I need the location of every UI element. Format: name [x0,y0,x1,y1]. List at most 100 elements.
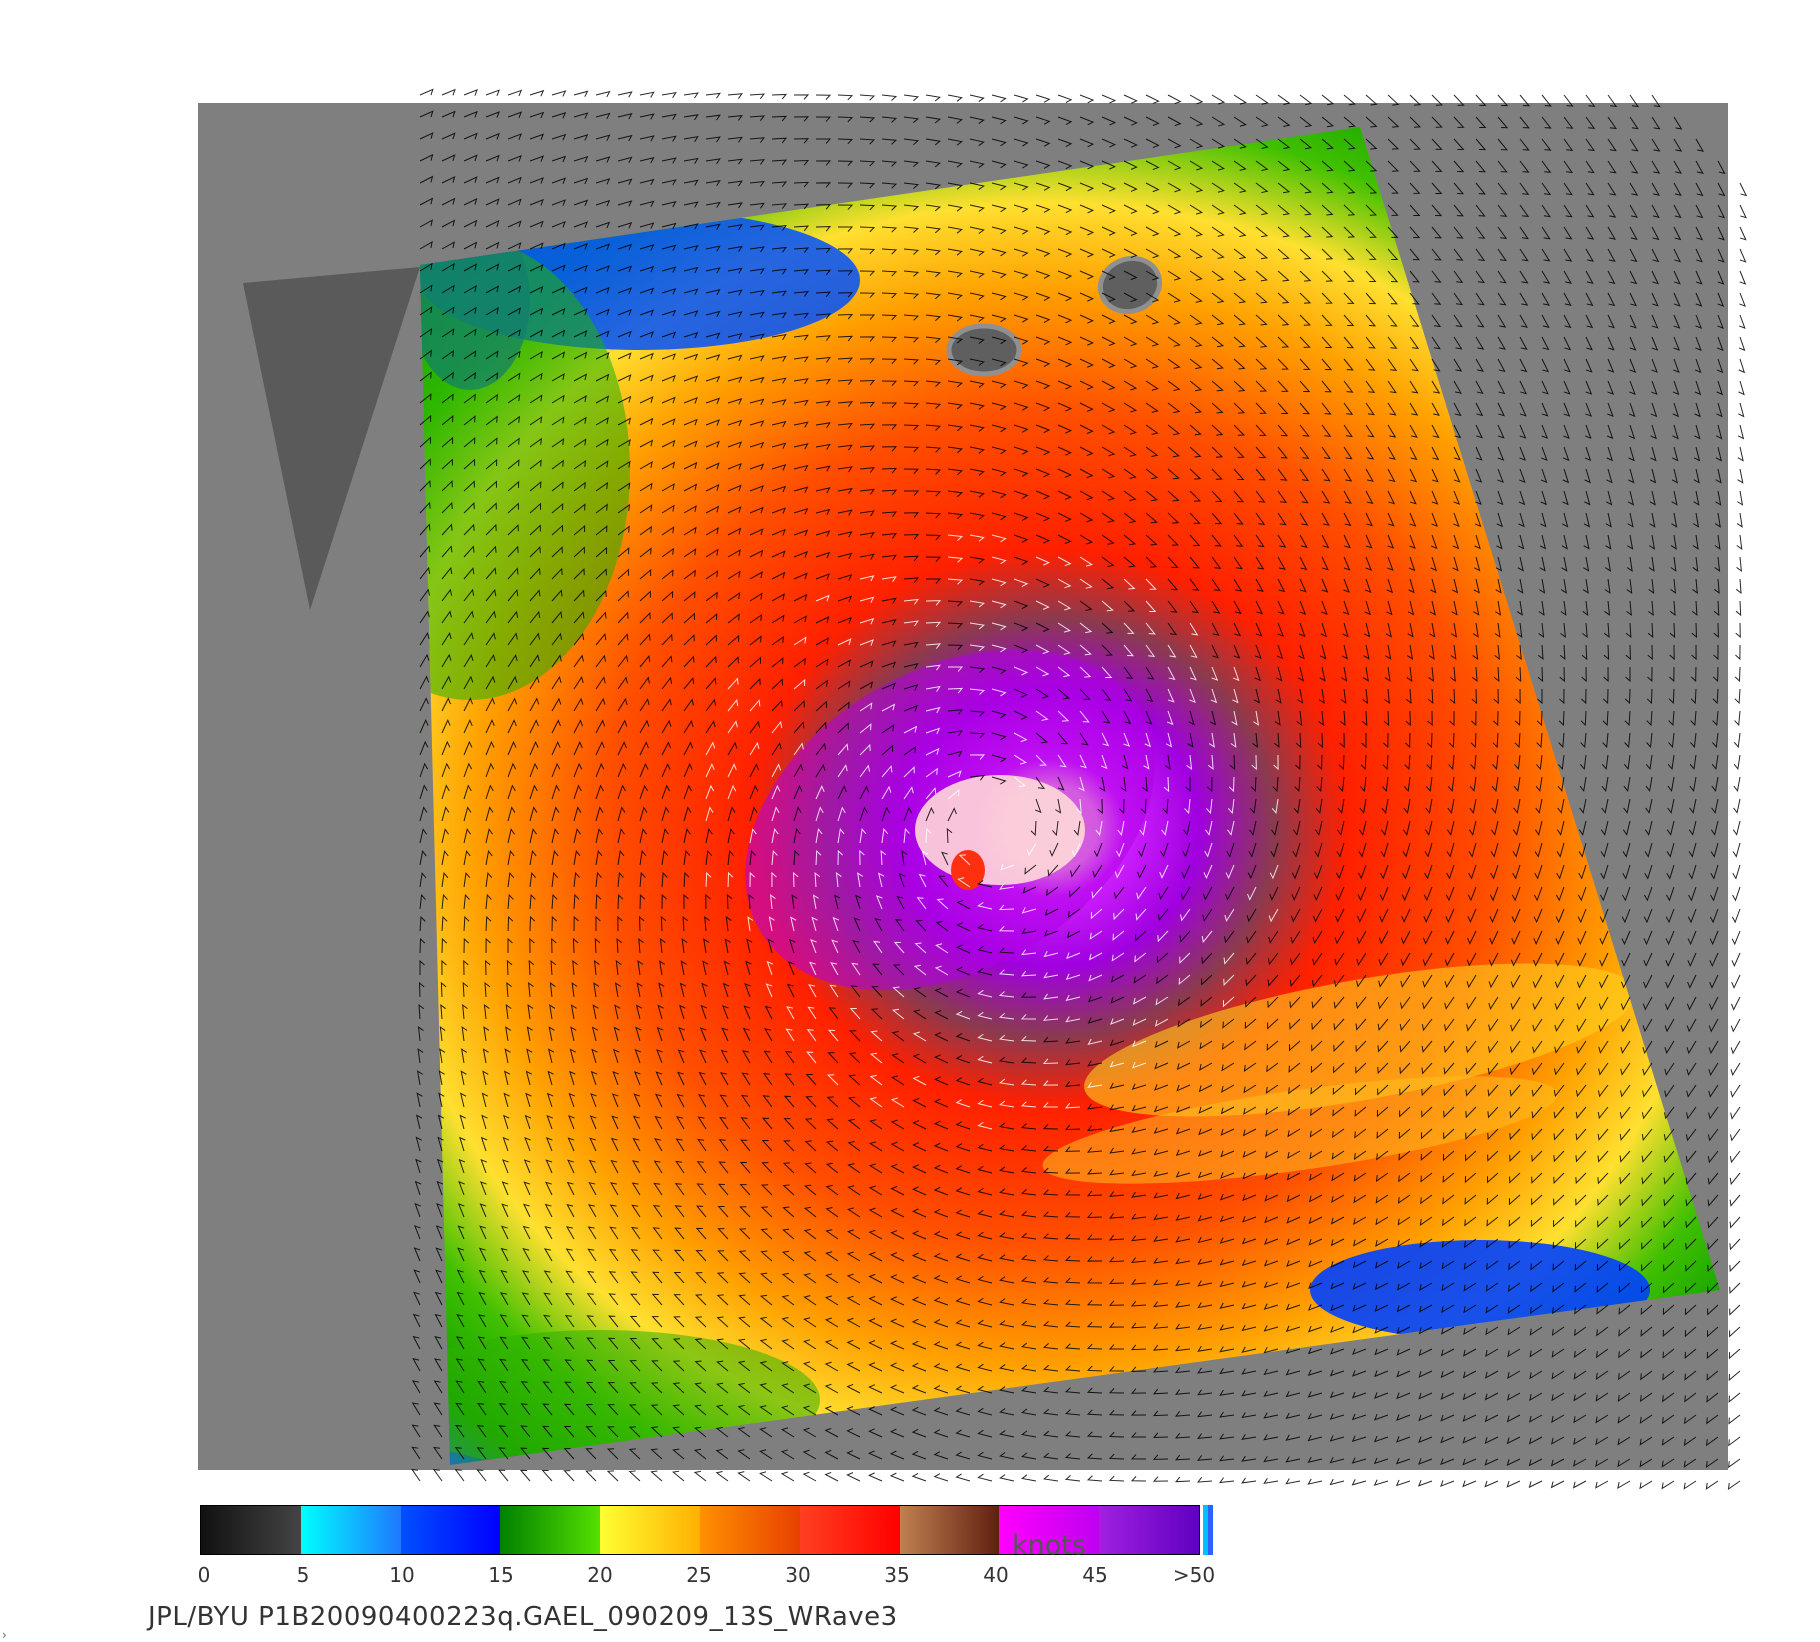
wind-barb [608,1471,618,1481]
wind-barb [1740,227,1746,240]
wind-barb [1738,425,1743,439]
colorbar-tick-label: 20 [587,1563,612,1587]
wind-barb [1684,1481,1696,1489]
wind-barb [1730,1283,1740,1293]
wind-barb [1080,95,1093,103]
wind-barb [1730,1173,1740,1184]
wind-barb [1737,513,1742,527]
wind-barb [1734,799,1740,813]
wind-barb [543,1471,552,1481]
wind-barb [1735,689,1740,703]
wind-barb [1640,1481,1652,1488]
wind-barb [1740,205,1746,218]
wind-barb [1507,1481,1520,1487]
wind-barb [1066,1475,1080,1481]
colorbar-tick-label: 5 [297,1563,310,1587]
wind-barb [1596,1481,1608,1488]
wind-barb [1574,1481,1586,1488]
wind-barb [1734,777,1740,791]
wind-barb [1441,1480,1454,1486]
wind-barb [1353,1479,1366,1484]
wind-barb [1375,1480,1388,1485]
wind-barb [1730,1305,1740,1315]
colorbar-tick-label: >50 [1173,1563,1215,1587]
wind-barb [1729,1415,1740,1424]
wind-barb [1234,95,1246,104]
wind-barb [1212,95,1224,104]
wind-barb [838,95,852,100]
wind-barb [1729,1371,1740,1380]
wind-barb [1738,447,1743,461]
wind-barb [782,1472,794,1481]
wind-barb [1738,469,1743,483]
wind-barb [1729,1393,1740,1402]
wind-barb [530,91,543,96]
wind-barb [1730,1195,1740,1206]
colorbar-tick-label: 30 [785,1563,810,1587]
wind-barb [717,1471,728,1481]
wind-barb [1731,1107,1740,1119]
colorbar-segment [201,1506,301,1554]
wind-barb [552,91,565,96]
wind-barb [1728,1481,1740,1489]
wind-barb [1618,1481,1630,1488]
colorbar-segment [800,1506,900,1554]
wind-barb [1735,711,1740,725]
wind-barb [1730,1151,1740,1162]
wind-barb [412,1469,420,1481]
wind-barb [926,95,940,101]
wind-barb [574,91,588,96]
wind-barb [1730,1261,1740,1271]
wind-barb [1733,865,1740,878]
wind-barb [948,95,962,101]
wind-map [0,0,1820,1500]
wind-barb [1731,1063,1740,1075]
island-mask-1 [949,326,1019,374]
wind-barb [1731,1041,1740,1053]
wind-barb [1739,359,1744,372]
wind-barb [935,1474,948,1481]
wind-barb [662,93,676,98]
wind-barb [978,1474,992,1481]
wind-barb [1036,95,1049,102]
wind-barb [1739,381,1744,394]
wind-barb [1256,95,1268,104]
wind-barb [1552,1481,1564,1487]
colorbar-segment [900,1506,1000,1554]
wind-barb [1737,557,1742,571]
wind-barb [1733,843,1740,857]
wind-barb [1168,95,1180,104]
wind-barb [1737,491,1742,505]
colorbar-tick-label: 25 [686,1563,711,1587]
wind-barb [1739,315,1745,328]
wind-barb [706,93,720,98]
wind-barb [508,90,521,96]
wind-barb [891,1473,904,1481]
wind-barb [904,95,918,101]
wind-barb [1058,95,1071,103]
wind-barb [1220,1478,1234,1483]
wind-barb [1736,579,1741,593]
wind-barb [1044,1475,1058,1481]
wind-barb [1735,645,1740,659]
wind-barb [684,93,698,98]
wind-barb [651,1471,662,1481]
wind-barb [434,1470,442,1481]
wind-barb [1732,975,1740,988]
wind-barb [596,92,610,97]
wind-barb [1732,931,1740,944]
wind-barb [1264,1478,1278,1483]
wind-barb [1662,1481,1674,1488]
wind-barb [1110,1476,1124,1481]
wind-barb [1730,1129,1740,1140]
wind-barb [1740,271,1746,284]
wind-barb [1729,1437,1740,1445]
wind-barb [1088,1476,1102,1481]
wind-barb [728,94,742,99]
wind-barb [1734,755,1740,769]
wind-barb [860,95,874,100]
wind-barb [1242,1478,1256,1483]
wind-barb [521,1470,530,1481]
storm-eye [915,775,1085,885]
wind-barb [1729,1459,1740,1467]
